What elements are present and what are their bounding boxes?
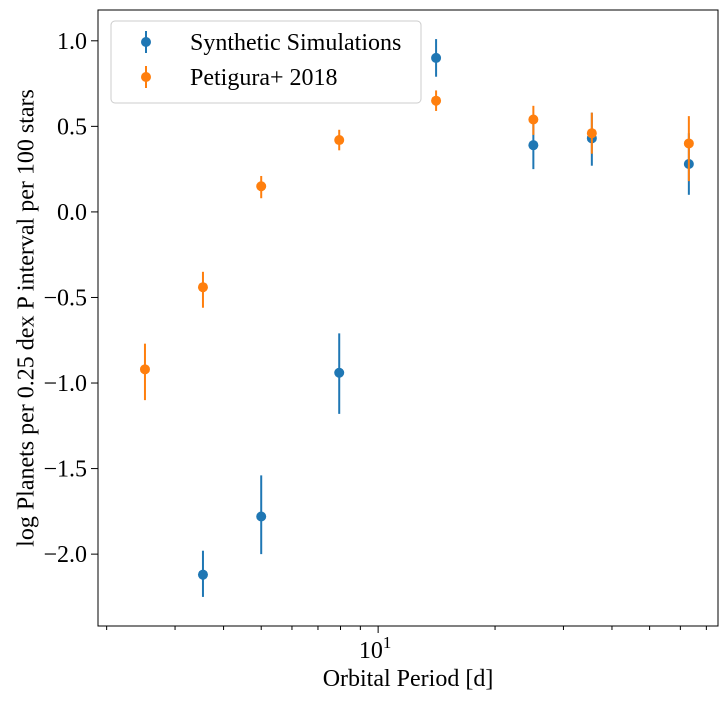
series-0 [197,39,694,597]
y-tick-label: 1.0 [57,29,87,55]
y-tick-label: 0.5 [57,114,87,140]
series-1 [139,90,694,401]
data-point [683,138,694,149]
x-axis: 101 [106,626,707,664]
data-point [431,95,442,106]
y-tick-label: −0.5 [43,285,87,311]
y-axis-label: log Planets per 0.25 dex P interval per … [14,89,40,547]
legend-entry: Synthetic Simulations [141,30,401,56]
legend-entry: Petigura+ 2018 [141,65,338,91]
y-axis: −2.0 −1.5 −1.0 −0.5 0.0 0.5 1.0 [43,29,98,568]
data-point [139,364,150,375]
legend: Synthetic Simulations Petigura+ 2018 [110,20,422,104]
legend-label: Petigura+ 2018 [190,65,338,91]
data-point [256,511,267,522]
legend-marker [141,72,151,82]
x-axis-label: Orbital Period [d] [323,666,494,692]
legend-label: Synthetic Simulations [190,30,401,56]
legend-box [110,20,422,104]
y-tick-label: −2.0 [43,542,87,568]
data-point [431,52,442,63]
plot-frame [97,9,719,627]
plot-area [139,39,694,597]
y-tick-label: −1.0 [43,371,87,397]
data-point [256,181,267,192]
legend-marker [141,37,151,47]
data-point [197,569,208,580]
y-tick-label: 0.0 [57,200,87,226]
data-point [528,140,539,151]
data-point [197,282,208,293]
data-point [334,135,345,146]
data-point [528,114,539,125]
data-point [334,367,345,378]
x-tick-label: 101 [359,633,392,664]
y-tick-label: −1.5 [43,457,87,483]
data-point [586,128,597,139]
